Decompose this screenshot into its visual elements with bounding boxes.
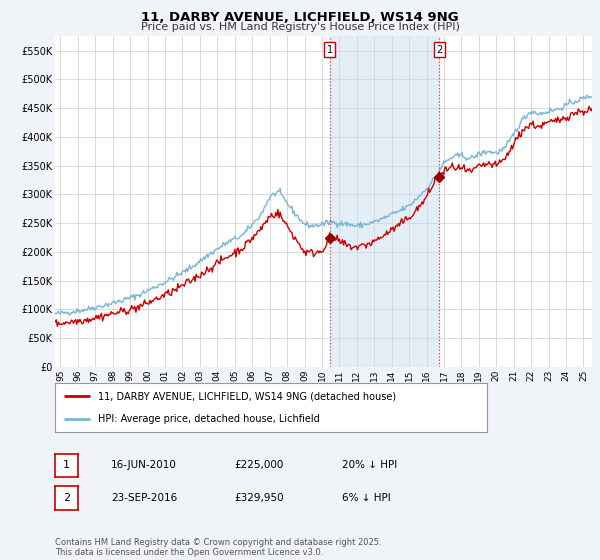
Bar — [330, 36, 439, 367]
Text: £329,950: £329,950 — [234, 493, 284, 503]
Text: £225,000: £225,000 — [234, 460, 283, 470]
Text: 2: 2 — [436, 45, 442, 55]
Text: 11, DARBY AVENUE, LICHFIELD, WS14 9NG (detached house): 11, DARBY AVENUE, LICHFIELD, WS14 9NG (d… — [98, 391, 397, 402]
Text: Contains HM Land Registry data © Crown copyright and database right 2025.
This d: Contains HM Land Registry data © Crown c… — [55, 538, 382, 557]
Text: 6% ↓ HPI: 6% ↓ HPI — [342, 493, 391, 503]
Text: 23-SEP-2016: 23-SEP-2016 — [111, 493, 177, 503]
Text: Price paid vs. HM Land Registry's House Price Index (HPI): Price paid vs. HM Land Registry's House … — [140, 22, 460, 32]
Text: 2: 2 — [63, 493, 70, 503]
Text: 11, DARBY AVENUE, LICHFIELD, WS14 9NG: 11, DARBY AVENUE, LICHFIELD, WS14 9NG — [141, 11, 459, 24]
Text: HPI: Average price, detached house, Lichfield: HPI: Average price, detached house, Lich… — [98, 414, 320, 424]
Text: 20% ↓ HPI: 20% ↓ HPI — [342, 460, 397, 470]
Text: 1: 1 — [63, 460, 70, 470]
Text: 1: 1 — [327, 45, 333, 55]
Text: 16-JUN-2010: 16-JUN-2010 — [111, 460, 177, 470]
